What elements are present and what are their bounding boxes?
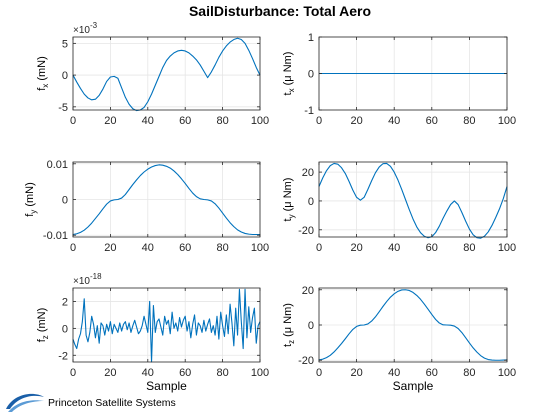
- plot-area: [319, 162, 507, 237]
- y-tick-label: 0: [308, 69, 314, 81]
- y-tick-label: -5: [58, 102, 68, 114]
- x-tick-label: 0: [70, 115, 76, 127]
- x-tick-label: 0: [70, 242, 76, 254]
- x-tick-label: 40: [388, 115, 400, 127]
- y-tick-label: 0: [62, 195, 68, 207]
- axes-box: [72, 36, 261, 111]
- axes-box: [318, 161, 508, 238]
- plot-area: [73, 37, 260, 110]
- y-tick-label: 0: [308, 196, 314, 208]
- x-tick-label: 100: [251, 242, 269, 254]
- x-tick-label: 60: [426, 367, 438, 379]
- x-tick-label: 0: [70, 367, 76, 379]
- y-tick-label: 0: [62, 323, 68, 335]
- x-tick-label: 80: [463, 242, 475, 254]
- axes-box: [72, 287, 261, 363]
- series-line-fz: [72, 288, 261, 363]
- x-tick-label: 0: [316, 367, 322, 379]
- y-tick-label: 20: [302, 167, 314, 179]
- x-tick-label: 80: [216, 367, 228, 379]
- y-tick-label: 20: [302, 285, 314, 297]
- x-tick-label: 80: [463, 367, 475, 379]
- pss-swoosh-icon: [6, 393, 44, 412]
- series-line-fx: [72, 37, 261, 112]
- x-tick-label: 80: [216, 242, 228, 254]
- x-tick-label: 60: [179, 367, 191, 379]
- x-tick-label: 40: [388, 367, 400, 379]
- x-tick-label: 0: [316, 242, 322, 254]
- x-tick-label: 20: [350, 115, 362, 127]
- x-axis-label: Sample: [393, 379, 434, 393]
- x-tick-label: 40: [388, 242, 400, 254]
- x-tick-label: 40: [142, 367, 154, 379]
- subplot-fx: 0 20 40 60 80 100-505×10-3fx (mN): [36, 21, 269, 127]
- x-tick-label: 20: [350, 367, 362, 379]
- y-axis-label: tx (μ Nm): [282, 52, 296, 96]
- y-axis-label: fx (mN): [36, 56, 50, 91]
- x-tick-label: 60: [426, 242, 438, 254]
- series-line-fy: [72, 164, 260, 236]
- logo-text: Princeton Satellite Systems: [48, 397, 176, 409]
- axis-exponent: ×10-18: [73, 272, 102, 287]
- y-axis-label: fz (mN): [36, 308, 50, 343]
- y-tick-label: -0.01: [43, 230, 68, 242]
- x-tick-label: 80: [463, 115, 475, 127]
- x-axis-label: Sample: [146, 379, 187, 393]
- y-tick-label: 5: [62, 38, 68, 50]
- x-tick-label: 20: [104, 115, 116, 127]
- x-tick-label: 80: [216, 115, 228, 127]
- x-tick-label: 60: [179, 115, 191, 127]
- x-tick-label: 40: [142, 242, 154, 254]
- x-tick-label: 0: [316, 115, 322, 127]
- y-tick-label: 0: [62, 70, 68, 82]
- x-tick-label: 20: [104, 242, 116, 254]
- x-tick-label: 100: [498, 367, 516, 379]
- x-tick-label: 60: [426, 115, 438, 127]
- y-tick-label: -20: [298, 355, 314, 367]
- figure-title: SailDisturbance: Total Aero: [188, 3, 372, 19]
- x-tick-label: 20: [104, 367, 116, 379]
- series-line-tz: [318, 289, 508, 361]
- x-tick-label: 20: [350, 242, 362, 254]
- x-tick-label: 40: [142, 115, 154, 127]
- x-tick-label: 100: [251, 115, 269, 127]
- y-axis-label: ty (μ Nm): [282, 178, 296, 222]
- y-axis-label: fy (mN): [24, 182, 38, 217]
- x-tick-label: 100: [498, 242, 516, 254]
- axis-exponent: ×10-3: [73, 21, 98, 36]
- y-tick-label: 0.01: [47, 159, 68, 171]
- y-tick-label: -2: [58, 350, 68, 362]
- x-tick-label: 60: [179, 242, 191, 254]
- x-tick-label: 100: [498, 115, 516, 127]
- y-axis-label: tz (μ Nm): [282, 303, 296, 347]
- x-tick-label: 100: [251, 367, 269, 379]
- y-tick-label: 0: [308, 320, 314, 332]
- y-tick-label: 1: [308, 32, 314, 44]
- y-tick-label: -1: [304, 105, 314, 117]
- y-tick-label: -20: [298, 225, 314, 237]
- company-logo: Princeton Satellite Systems: [4, 390, 176, 416]
- y-tick-label: 2: [62, 296, 68, 308]
